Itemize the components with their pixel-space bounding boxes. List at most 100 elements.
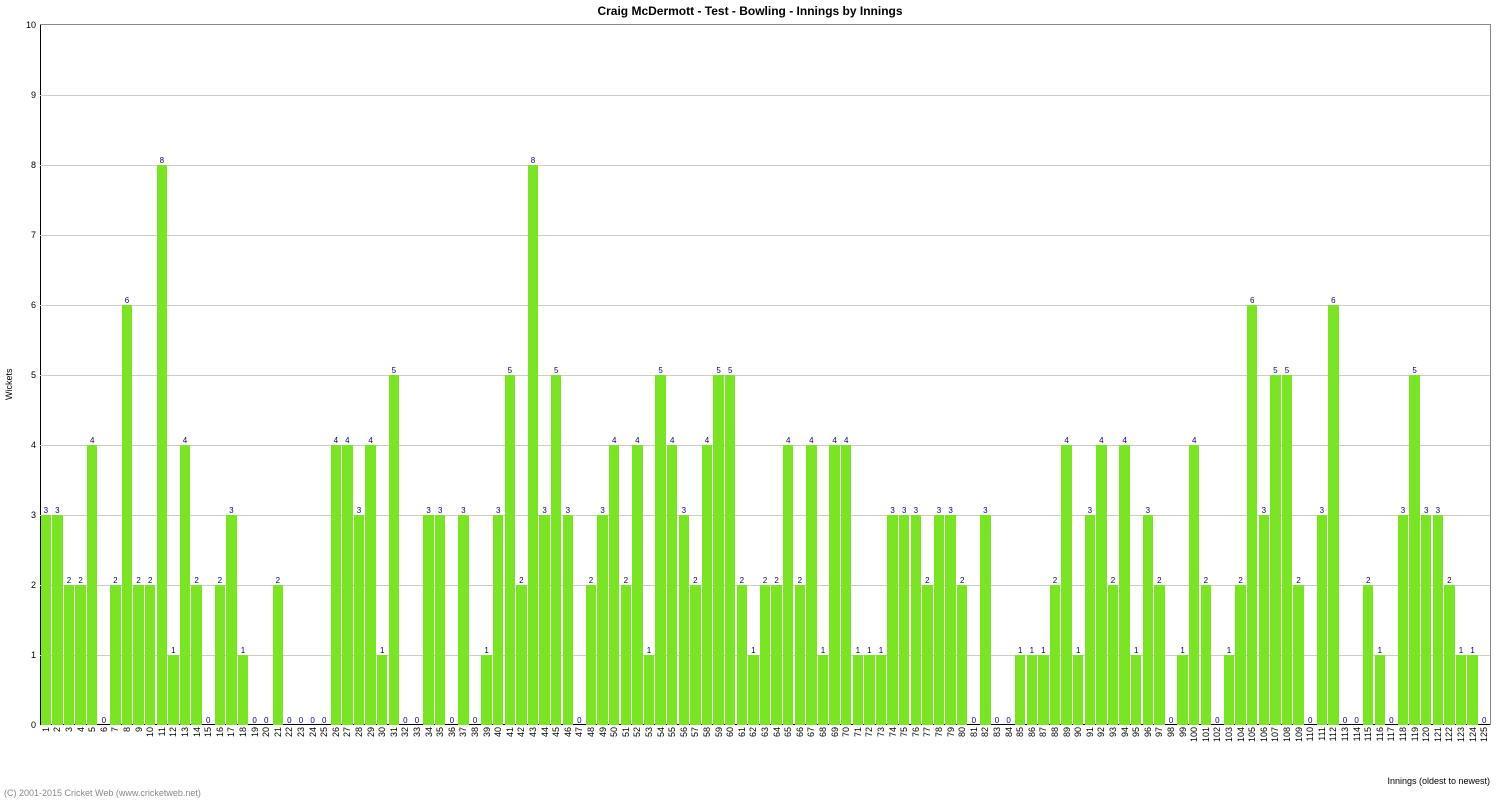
bar-value-label: 2 [276,576,280,585]
bar-value-label: 3 [542,506,546,515]
x-tick-label: 120 [1421,727,1431,742]
bar: 2 [957,585,967,725]
bar-value-label: 2 [1157,576,1161,585]
gridline [40,165,1490,166]
bar: 1 [818,655,828,725]
bar-value-label: 2 [589,576,593,585]
x-tick-label: 103 [1224,727,1234,742]
bar: 4 [609,445,619,725]
bar: 2 [110,585,120,725]
x-tick-label: 68 [818,727,828,737]
bar: 4 [1061,445,1071,725]
x-tick-label: 90 [1073,727,1083,737]
bar: 2 [191,585,201,725]
bar: 2 [795,585,805,725]
bar: 3 [1421,515,1431,725]
bar-value-label: 0 [1169,716,1173,725]
y-tick-label: 9 [31,90,36,100]
bar-value-label: 0 [450,716,454,725]
x-tick-label: 36 [447,727,457,737]
bar: 2 [586,585,596,725]
bar: 6 [1328,305,1338,725]
bar-value-label: 1 [879,646,883,655]
x-tick-label: 50 [609,727,619,737]
x-tick-label: 80 [957,727,967,737]
bar-value-label: 3 [1088,506,1092,515]
bar-value-label: 3 [55,506,59,515]
x-tick-label: 37 [458,727,468,737]
bar: 1 [853,655,863,725]
x-tick-label: 115 [1363,727,1373,741]
bar: 3 [1143,515,1153,725]
bar-value-label: 3 [948,506,952,515]
bar-value-label: 1 [241,646,245,655]
bar-value-label: 5 [1285,366,1289,375]
bar: 4 [365,445,375,725]
x-tick-label: 34 [424,727,434,737]
x-tick-label: 2 [52,727,62,732]
bar-value-label: 4 [334,436,338,445]
x-tick-label: 62 [748,727,758,737]
bar-value-label: 0 [1308,716,1312,725]
bar-value-label: 4 [832,436,836,445]
bar-value-label: 5 [392,366,396,375]
x-tick-label: 58 [702,727,712,737]
x-tick-label: 7 [110,727,120,732]
x-tick-label: 75 [899,727,909,737]
bar-value-label: 2 [1204,576,1208,585]
bar-value-label: 4 [612,436,616,445]
x-tick-label: 28 [354,727,364,737]
bar: 4 [331,445,341,725]
bar-value-label: 4 [368,436,372,445]
x-tick-label: 57 [690,727,700,737]
bar-value-label: 5 [658,366,662,375]
x-tick-label: 100 [1189,727,1199,742]
bar: 3 [423,515,433,725]
x-tick-label: 35 [435,727,445,737]
y-tick-label: 3 [31,510,36,520]
chart-title: Craig McDermott - Test - Bowling - Innin… [0,4,1500,18]
bar-value-label: 4 [809,436,813,445]
x-tick-label: 54 [656,727,666,737]
bar: 5 [655,375,665,725]
bar-value-label: 2 [763,576,767,585]
x-tick-label: 81 [969,727,979,737]
bar-value-label: 3 [1262,506,1266,515]
x-tick-label: 43 [528,727,538,737]
y-tick-label: 0 [31,720,36,730]
bar-value-label: 0 [995,716,999,725]
bar-value-label: 3 [902,506,906,515]
bar: 2 [215,585,225,725]
bar: 3 [226,515,236,725]
bar-value-label: 1 [1018,646,1022,655]
bar: 4 [806,445,816,725]
bar: 3 [934,515,944,725]
x-tick-label: 70 [841,727,851,737]
bar: 3 [458,515,468,725]
x-tick-label: 8 [122,727,132,732]
x-tick-label: 15 [203,727,213,737]
x-tick-label: 26 [331,727,341,737]
bar: 6 [122,305,132,725]
bar: 1 [377,655,387,725]
x-tick-label: 6 [99,727,109,732]
bar: 2 [1154,585,1164,725]
bar-value-label: 4 [1064,436,1068,445]
bar: 3 [945,515,955,725]
bar-value-label: 6 [1331,296,1335,305]
bar-value-label: 3 [983,506,987,515]
bar-value-label: 3 [937,506,941,515]
x-tick-label: 38 [470,727,480,737]
bar: 2 [1108,585,1118,725]
bar-value-label: 5 [716,366,720,375]
bar-value-label: 1 [1076,646,1080,655]
bar-value-label: 1 [1378,646,1382,655]
y-tick-label: 7 [31,230,36,240]
x-tick-label: 94 [1120,727,1130,737]
x-tick-label: 22 [284,727,294,737]
bar-value-label: 3 [438,506,442,515]
bar: 2 [690,585,700,725]
bar: 1 [1073,655,1083,725]
x-tick-label: 45 [551,727,561,737]
bar: 1 [1038,655,1048,725]
